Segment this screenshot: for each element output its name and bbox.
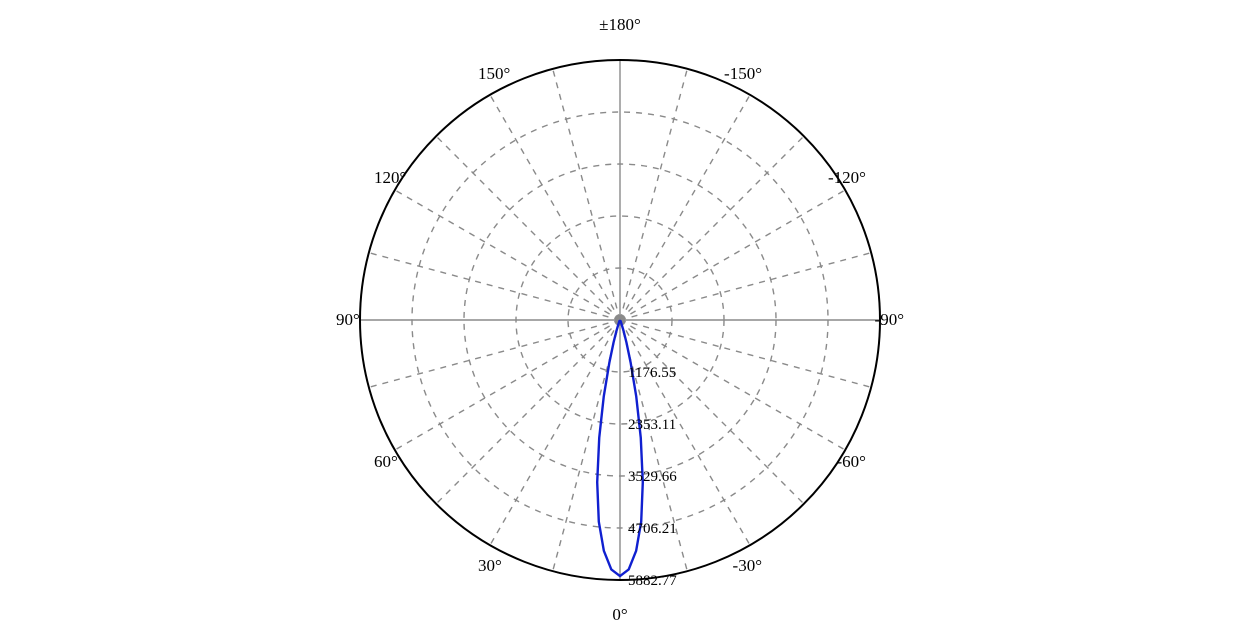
grid-spoke	[553, 69, 620, 320]
grid-spoke	[620, 69, 687, 320]
angle-tick-label: 60°	[374, 452, 398, 471]
grid-spoke	[436, 136, 620, 320]
radial-tick-label: 5882.77	[628, 573, 677, 589]
grid-spoke	[369, 253, 620, 320]
grid-spoke	[620, 95, 750, 320]
grid-spoke	[490, 95, 620, 320]
angle-tick-label: 150°	[478, 64, 510, 83]
radial-tick-label: 2353.11	[628, 417, 676, 433]
grid-spoke	[369, 320, 620, 387]
angle-tick-label: 120°	[374, 168, 406, 187]
angle-tick-label: 0°	[612, 605, 627, 624]
angle-tick-label: -120°	[828, 168, 866, 187]
grid-spoke	[395, 190, 620, 320]
angle-tick-label: -150°	[724, 64, 762, 83]
grid-spoke	[395, 320, 620, 450]
angle-tick-label: 30°	[478, 556, 502, 575]
radial-tick-label: 3529.66	[628, 469, 677, 485]
radial-tick-label: 1176.55	[628, 365, 676, 381]
angle-tick-label: ±180°	[599, 15, 641, 34]
angle-tick-label: -90°	[875, 310, 904, 329]
radial-tick-label: 4706.21	[628, 521, 677, 537]
grid-spoke	[620, 136, 804, 320]
grid-spoke	[436, 320, 620, 504]
angle-tick-label: -60°	[836, 452, 865, 471]
angle-tick-label: 90°	[336, 310, 360, 329]
grid-spoke	[620, 190, 845, 320]
polar-chart: 1176.55 2353.11 3529.66 4706.21 5882.770° 30°…	[0, 0, 1240, 640]
grid-spoke	[620, 253, 871, 320]
angle-tick-label: -30°	[733, 556, 762, 575]
